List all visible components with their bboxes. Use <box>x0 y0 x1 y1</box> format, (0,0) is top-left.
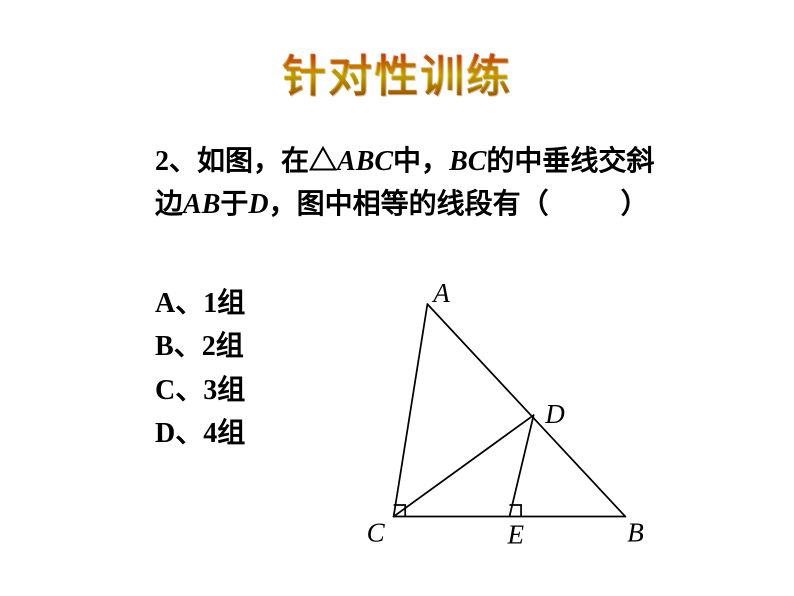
option-a-sep: 、 <box>175 288 203 319</box>
question-text: 2、如图，在△ABC中，BC的中垂线交斜边AB于D，图中相等的线段有（） <box>155 140 655 227</box>
page-title: 针对性训练 <box>282 40 512 104</box>
option-d-unit: 组 <box>217 418 245 449</box>
option-c-unit: 组 <box>217 375 245 406</box>
q-prefix: 2、如图，在△ <box>155 146 337 177</box>
option-d-label: D <box>155 418 175 449</box>
svg-text:C: C <box>367 518 386 548</box>
option-b-num: 2 <box>202 331 216 362</box>
option-a: A、1组 <box>155 282 245 325</box>
option-b-sep: 、 <box>174 331 202 362</box>
svg-text:A: A <box>431 280 450 308</box>
option-a-num: 1 <box>203 288 217 319</box>
q-triangle: ABC <box>337 146 393 177</box>
option-a-unit: 组 <box>217 288 245 319</box>
q-after: ） <box>621 189 649 220</box>
q-mid3: 于 <box>220 189 248 220</box>
triangle-svg: A B C D E <box>340 280 650 560</box>
option-b: B、2组 <box>155 325 245 368</box>
q-bc: BC <box>449 146 486 177</box>
q-mid1: 中， <box>393 146 449 177</box>
q-d: D <box>248 189 268 220</box>
option-c: C、3组 <box>155 369 245 412</box>
option-b-label: B <box>155 331 174 362</box>
options-list: A、1组 B、2组 C、3组 D、4组 <box>155 282 245 456</box>
option-d-sep: 、 <box>175 418 203 449</box>
option-b-unit: 组 <box>216 331 244 362</box>
q-ab: AB <box>183 189 220 220</box>
svg-text:E: E <box>507 520 525 550</box>
geometry-figure: A B C D E <box>340 280 650 560</box>
option-c-sep: 、 <box>175 375 203 406</box>
svg-text:B: B <box>627 518 644 548</box>
option-c-label: C <box>155 375 175 406</box>
option-d: D、4组 <box>155 412 245 455</box>
svg-text:D: D <box>544 399 565 429</box>
option-d-num: 4 <box>203 418 217 449</box>
option-c-num: 3 <box>203 375 217 406</box>
q-suffix: ，图中相等的线段有（ <box>269 189 549 220</box>
option-a-label: A <box>155 288 175 319</box>
